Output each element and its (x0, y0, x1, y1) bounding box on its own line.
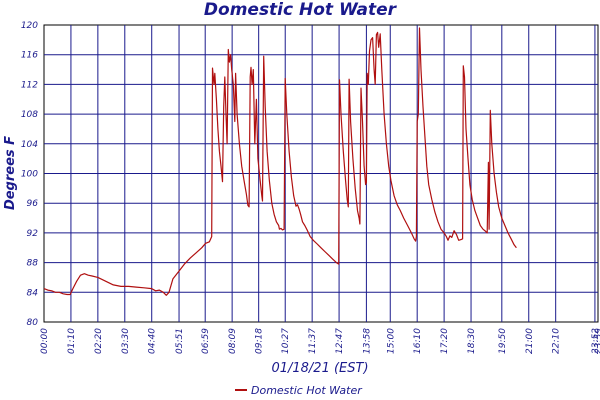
x-tick-label: 08:09 (228, 328, 238, 354)
x-tick-label: 13:58 (362, 328, 372, 354)
x-axis-ticks: 00:00 01:10 02:20 03:30 04:40 05:51 06:59 08:09… (40, 328, 600, 354)
y-tick-label: 92 (27, 229, 39, 239)
legend-label: Domestic Hot Water (251, 384, 363, 397)
x-tick-label: 04:40 (148, 328, 158, 354)
x-tick-label: 21:00 (525, 328, 535, 354)
y-tick-label: 84 (27, 288, 39, 298)
y-tick-label: 120 (21, 21, 38, 31)
y-axis-label: Degrees F (3, 136, 18, 210)
x-tick-label: 06:59 (201, 328, 211, 354)
y-tick-label: 96 (27, 199, 39, 209)
y-tick-label: 100 (21, 170, 38, 180)
x-tick-label: 00:00 (40, 328, 50, 354)
x-tick-label: 23:52 (591, 328, 600, 354)
x-tick-label: 22:10 (552, 328, 562, 354)
y-tick-label: 80 (27, 318, 39, 328)
grid-layer (44, 25, 598, 322)
y-axis-ticks: 80 84 88 92 96 100 104 108 112 116 120 (21, 21, 38, 328)
y-tick-label: 112 (21, 80, 38, 90)
x-tick-label: 05:51 (175, 328, 185, 354)
x-tick-label: 23:59 (594, 328, 600, 354)
y-tick-label: 104 (21, 140, 38, 150)
x-tick-label: 17:20 (440, 328, 450, 354)
x-tick-label: 11:37 (308, 328, 318, 354)
series-layer (43, 27, 517, 296)
x-tick-label: 19:50 (498, 328, 508, 354)
x-tick-label: 02:20 (94, 328, 104, 354)
series-line-domestic-hot-water (43, 27, 517, 296)
x-tick-label: 15:00 (386, 328, 396, 354)
y-tick-label: 116 (21, 51, 38, 61)
x-tick-label: 16:10 (413, 328, 423, 354)
chart-title: Domestic Hot Water (203, 0, 397, 20)
x-tick-label: 03:30 (121, 328, 131, 354)
y-tick-label: 88 (27, 259, 39, 269)
x-tick-label: 10:27 (281, 328, 291, 354)
x-axis-label: 01/18/21 (EST) (271, 361, 368, 376)
legend: Domestic Hot Water (235, 384, 363, 397)
x-tick-label: 18:30 (467, 328, 477, 354)
y-tick-label: 108 (21, 110, 38, 120)
x-tick-label: 12:47 (335, 328, 345, 354)
x-tick-label: 01:10 (67, 328, 77, 354)
x-tick-label: 09:18 (255, 328, 265, 354)
